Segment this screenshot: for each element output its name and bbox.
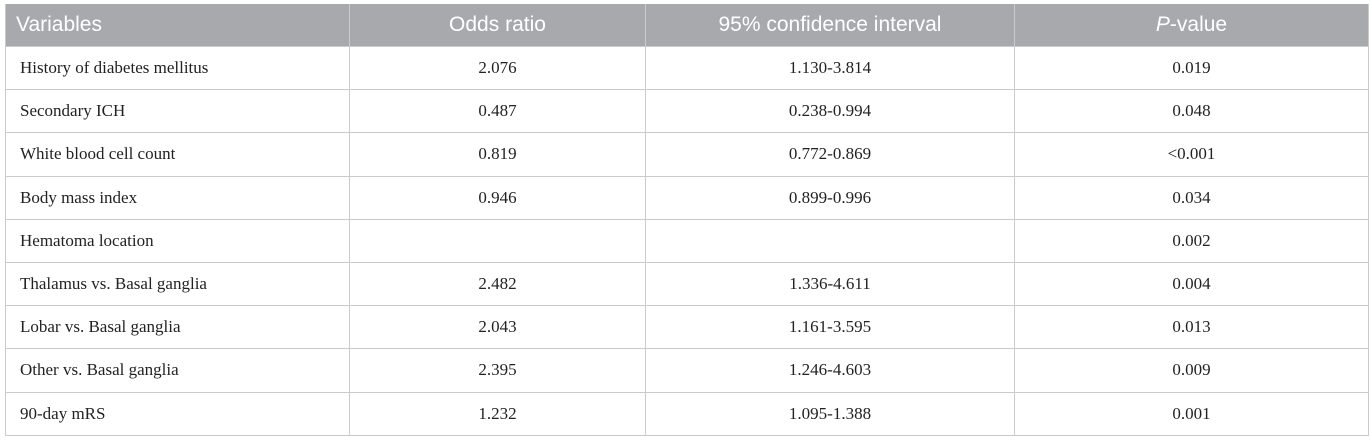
table-row: 90-day mRS 1.232 1.095-1.388 0.001 (5, 391, 1369, 436)
table-row: Thalamus vs. Basal ganglia 2.482 1.336-4.6… (5, 261, 1369, 307)
cell-odds-ratio: 2.076 (349, 45, 646, 91)
cell-confidence-interval: 1.336-4.611 (645, 261, 1015, 307)
cell-odds-ratio (349, 218, 646, 263)
cell-variable: Lobar vs. Basal ganglia (5, 305, 350, 350)
cell-odds-ratio: 0.946 (349, 175, 646, 220)
header-confidence-interval: 95% confidence interval (645, 4, 1015, 47)
table-body: History of diabetes mellitus 2.076 1.130-3… (5, 45, 1369, 436)
cell-odds-ratio: 0.819 (349, 132, 646, 177)
cell-variable: Secondary ICH (5, 89, 350, 134)
cell-confidence-interval (645, 218, 1015, 263)
table-header-row: Variables Odds ratio 95% confidence inte… (5, 4, 1369, 47)
cell-p-value: 0.019 (1014, 45, 1369, 91)
cell-p-value: 0.009 (1014, 348, 1369, 393)
table-row: Hematoma location 0.002 (5, 218, 1369, 263)
cell-confidence-interval: 0.772-0.869 (645, 132, 1015, 177)
cell-confidence-interval: 1.246-4.603 (645, 348, 1015, 393)
results-table-container: Variables Odds ratio 95% confidence inte… (5, 4, 1369, 436)
cell-variable: White blood cell count (5, 132, 350, 177)
cell-odds-ratio: 2.395 (349, 348, 646, 393)
header-odds-ratio: Odds ratio (349, 4, 646, 47)
cell-p-value: 0.034 (1014, 175, 1369, 220)
cell-p-value: 0.048 (1014, 89, 1369, 134)
cell-variable: 90-day mRS (5, 391, 350, 436)
cell-odds-ratio: 1.232 (349, 391, 646, 436)
cell-confidence-interval: 0.238-0.994 (645, 89, 1015, 134)
table-row: Other vs. Basal ganglia 2.395 1.246-4.603 0… (5, 348, 1369, 393)
cell-confidence-interval: 1.095-1.388 (645, 391, 1015, 436)
cell-p-value: 0.002 (1014, 218, 1369, 263)
cell-variable: Other vs. Basal ganglia (5, 348, 350, 393)
odds-ratio-table: Variables Odds ratio 95% confidence inte… (5, 4, 1369, 436)
header-p-value: P-value (1014, 4, 1369, 47)
cell-odds-ratio: 0.487 (349, 89, 646, 134)
header-p-letter: P (1155, 13, 1170, 36)
cell-confidence-interval: 1.161-3.595 (645, 305, 1015, 350)
cell-odds-ratio: 2.043 (349, 305, 646, 350)
cell-variable: History of diabetes mellitus (5, 45, 350, 91)
cell-p-value: <0.001 (1014, 132, 1369, 177)
cell-variable: Body mass index (5, 175, 350, 220)
table-row: Secondary ICH 0.487 0.238-0.994 0.048 (5, 89, 1369, 134)
cell-confidence-interval: 1.130-3.814 (645, 45, 1015, 91)
table-row: Lobar vs. Basal ganglia 2.043 1.161-3.595 0… (5, 305, 1369, 350)
table-row: White blood cell count 0.819 0.772-0.869 <0… (5, 132, 1369, 177)
cell-p-value: 0.004 (1014, 261, 1369, 307)
cell-p-value: 0.001 (1014, 391, 1369, 436)
header-p-suffix: -value (1169, 13, 1228, 36)
table-row: History of diabetes mellitus 2.076 1.130-3… (5, 45, 1369, 91)
cell-p-value: 0.013 (1014, 305, 1369, 350)
cell-confidence-interval: 0.899-0.996 (645, 175, 1015, 220)
header-variables: Variables (5, 4, 350, 47)
cell-variable: Thalamus vs. Basal ganglia (5, 261, 350, 307)
table-row: Body mass index 0.946 0.899-0.996 0.034 (5, 175, 1369, 220)
cell-variable: Hematoma location (5, 218, 350, 263)
cell-odds-ratio: 2.482 (349, 261, 646, 307)
